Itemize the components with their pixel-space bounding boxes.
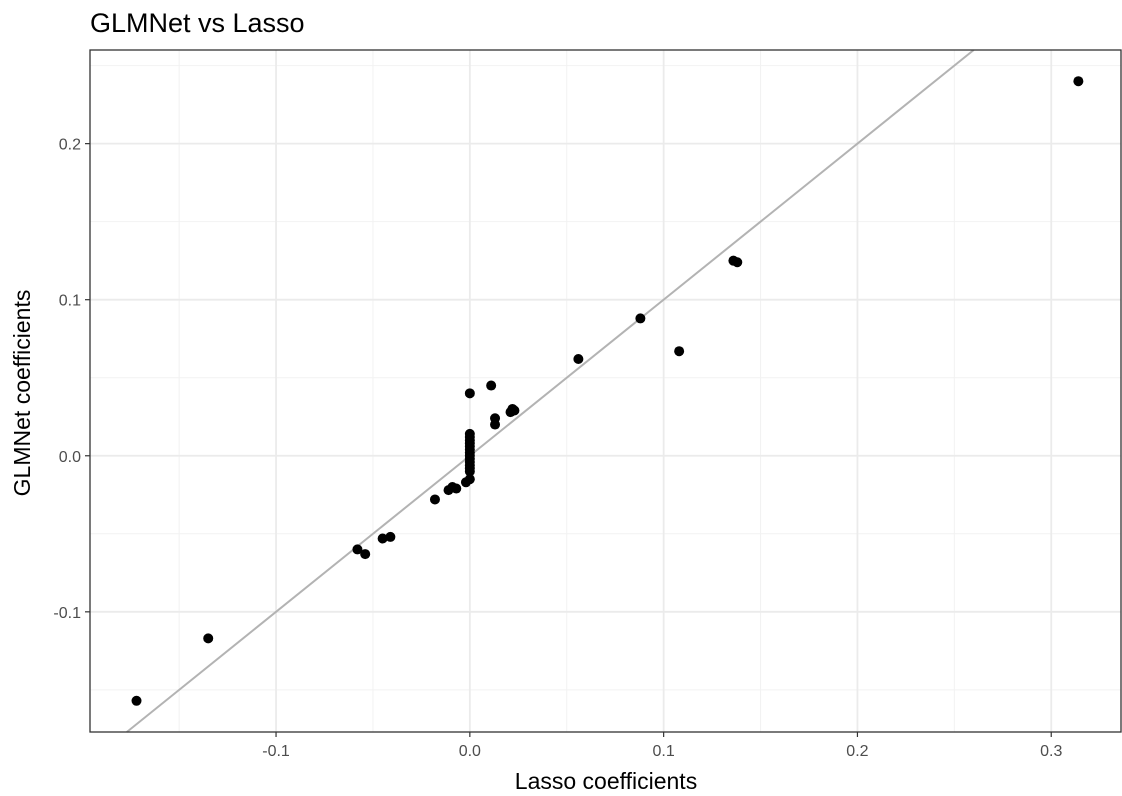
x-tick-label: 0.0 [459, 743, 481, 760]
x-tick-label: -0.1 [262, 743, 290, 760]
data-point [464, 428, 475, 439]
chart-title: GLMNet vs Lasso [90, 8, 305, 38]
plot-border [89, 49, 1122, 733]
data-point [203, 633, 214, 644]
data-point [635, 313, 646, 324]
data-point [674, 346, 685, 357]
x-tick-label: 0.2 [846, 743, 868, 760]
data-point [490, 413, 501, 424]
data-point [131, 695, 142, 706]
y-tick-label: -0.1 [53, 605, 81, 622]
data-point [464, 388, 475, 399]
y-axis-title: GLMNet coefficients [9, 290, 35, 497]
data-point [451, 483, 462, 494]
data-point [352, 544, 363, 555]
data-points [131, 76, 1084, 706]
reference-line [126, 49, 975, 733]
plot-panel [89, 49, 1122, 733]
x-tick-label: 0.3 [1040, 743, 1062, 760]
data-point [509, 405, 520, 416]
x-tick-label: 0.1 [653, 743, 675, 760]
y-axis-ticks: -0.1 0.0 0.1 0.2 [53, 137, 90, 622]
major-gridlines [90, 50, 1121, 732]
data-point [732, 257, 743, 268]
y-tick-label: 0.0 [59, 449, 81, 466]
data-point [429, 494, 440, 505]
x-axis-title: Lasso coefficients [515, 768, 697, 794]
y-tick-label: 0.1 [59, 293, 81, 310]
minor-gridlines [90, 50, 1121, 732]
data-point [360, 549, 371, 560]
y-tick-label: 0.2 [59, 137, 81, 154]
data-point [1073, 76, 1084, 87]
data-point [573, 354, 584, 365]
data-point [385, 531, 396, 542]
data-point [486, 380, 497, 391]
plot-background [90, 50, 1121, 732]
x-axis-ticks: -0.1 0.0 0.1 0.2 0.3 [262, 732, 1062, 760]
data-point [377, 533, 388, 544]
data-point [464, 474, 475, 485]
